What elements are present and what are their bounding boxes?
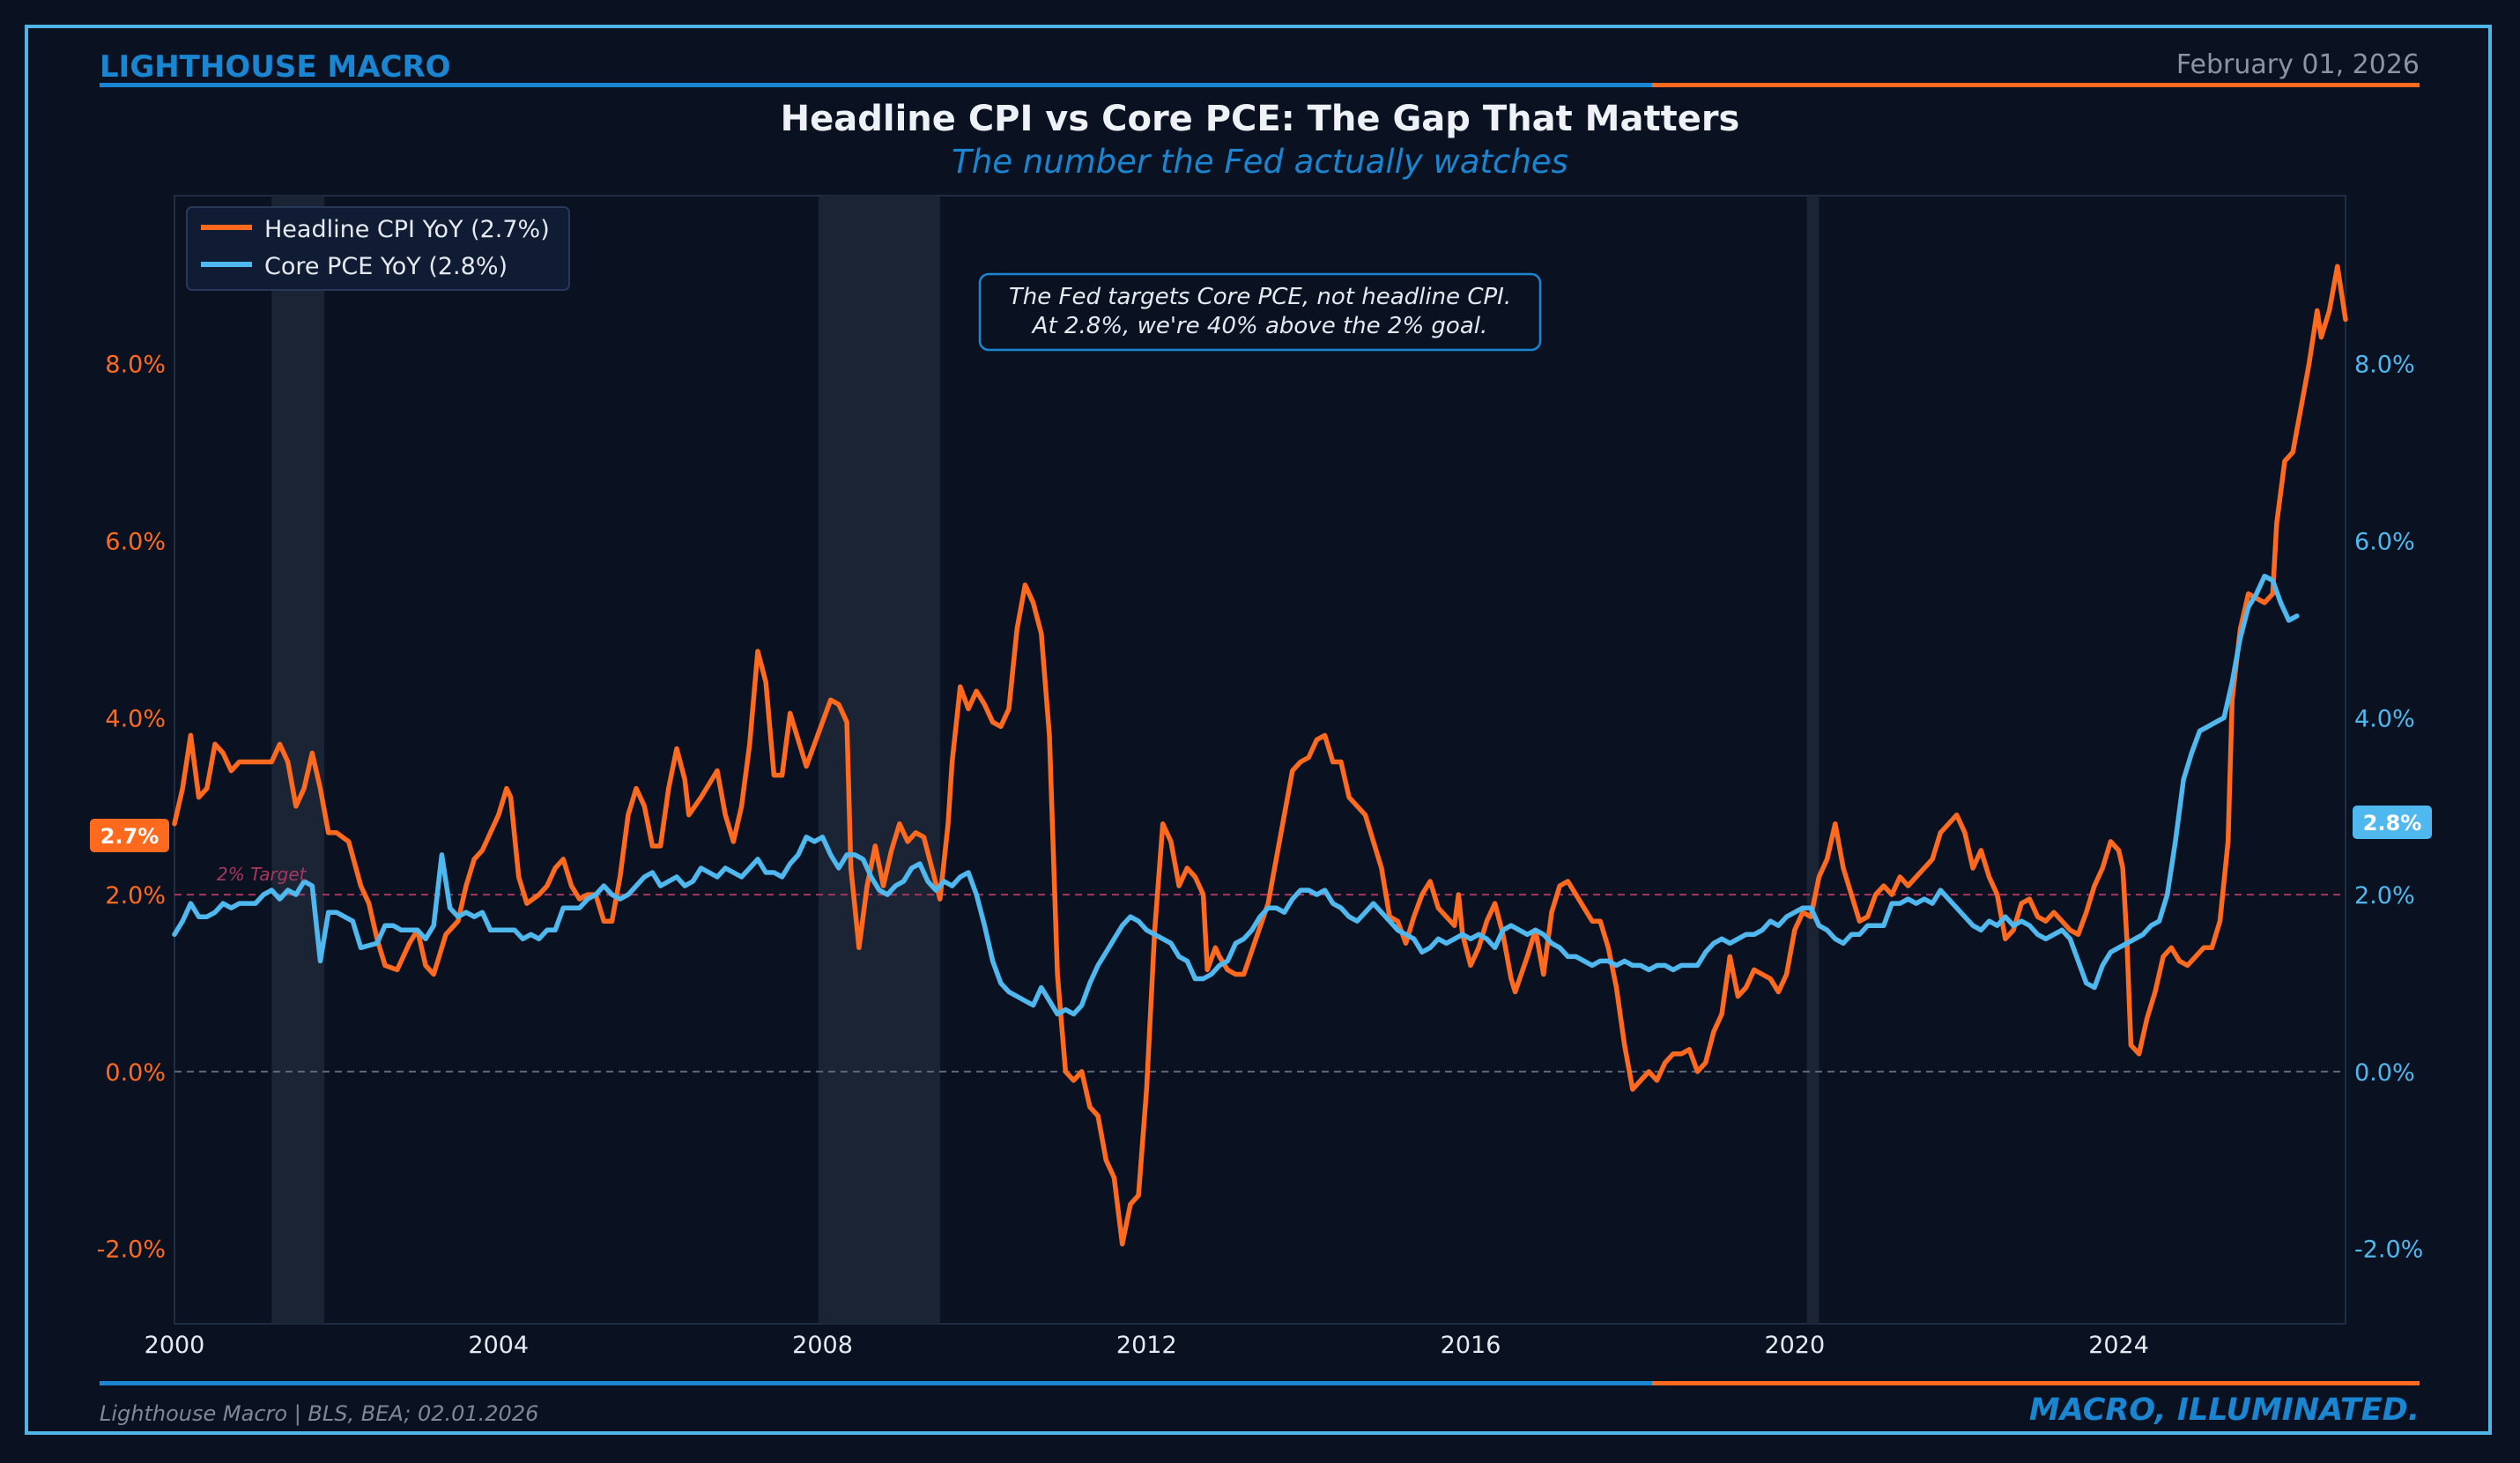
annotation-line-2: At 2.8%, we're 40% above the 2% goal. bbox=[1031, 313, 1488, 339]
annotation-callout: The Fed targets Core PCE, not headline C… bbox=[978, 272, 1542, 352]
axis-ticks: 2000 2004 2008 2012 2016 2020 2024 -2.0% -2.0% 0.… bbox=[97, 352, 2424, 1359]
x-tick-label-2016: 2016 bbox=[1441, 1332, 1501, 1359]
tagline: MACRO, ILLUMINATED. bbox=[2028, 1392, 2420, 1428]
series-line-cpi bbox=[172, 264, 2348, 1247]
y-right-tick-label: -2.0% bbox=[2354, 1236, 2423, 1264]
legend-label-pce: Core PCE YoY (2.8%) bbox=[264, 253, 508, 280]
end-label-cpi-box bbox=[90, 819, 169, 852]
end-label-cpi-text: 2.7% bbox=[100, 824, 159, 849]
plot-area bbox=[174, 195, 2346, 1325]
end-label-pce-box bbox=[2353, 806, 2432, 839]
x-tick-label-2004: 2004 bbox=[468, 1332, 529, 1359]
y-left-tick-label: -2.0% bbox=[97, 1236, 166, 1264]
series-line-pce bbox=[172, 573, 2300, 1017]
x-tick-label-2020: 2020 bbox=[1764, 1332, 1825, 1359]
y-left-tick-label: 0.0% bbox=[105, 1059, 166, 1087]
y-left-tick-label: 8.0% bbox=[105, 352, 166, 379]
legend-label-cpi: Headline CPI YoY (2.7%) bbox=[264, 216, 550, 243]
chart-title: Headline CPI vs Core PCE: The Gap That M… bbox=[780, 99, 1740, 139]
outer-frame bbox=[25, 25, 2492, 1435]
source-note: Lighthouse Macro | BLS, BEA; 02.01.2026 bbox=[100, 1401, 539, 1426]
x-tick-label-2008: 2008 bbox=[792, 1332, 853, 1359]
y-right-tick-label: 8.0% bbox=[2354, 352, 2415, 379]
end-label-pce-text: 2.8% bbox=[2363, 811, 2422, 835]
x-tick-label-2012: 2012 bbox=[1116, 1332, 1177, 1359]
legend-box bbox=[186, 206, 570, 291]
target-line-label: 2% Target bbox=[217, 864, 308, 885]
legend: Headline CPI YoY (2.7%) Core PCE YoY (2.… bbox=[186, 206, 570, 291]
x-tick-label-2024: 2024 bbox=[2088, 1332, 2149, 1359]
y-left-tick-label: 6.0% bbox=[105, 529, 166, 556]
footer-rule-blue bbox=[100, 1381, 1652, 1385]
chart-subtitle: The number the Fed actually watches bbox=[952, 143, 1568, 181]
y-right-tick-label: 0.0% bbox=[2354, 1059, 2415, 1087]
y-left-tick-label: 4.0% bbox=[105, 705, 166, 732]
brand-name: LIGHTHOUSE MACRO bbox=[100, 49, 451, 85]
y-right-tick-label: 6.0% bbox=[2354, 529, 2415, 556]
annotation-line-1: The Fed targets Core PCE, not headline C… bbox=[1009, 284, 1511, 310]
footer-rule-orange bbox=[1652, 1381, 2420, 1385]
end-label-cpi: 2.7% bbox=[90, 819, 169, 852]
recession-band-1 bbox=[818, 196, 940, 1324]
series-lines bbox=[172, 264, 2348, 1247]
recession-band-0 bbox=[271, 196, 325, 1324]
y-right-tick-label: 2.0% bbox=[2354, 882, 2415, 910]
header-rule-blue bbox=[100, 83, 1652, 87]
recession-band-2 bbox=[1806, 196, 1820, 1324]
y-left-tick-label: 2.0% bbox=[105, 882, 166, 910]
x-tick-label-2000: 2000 bbox=[145, 1332, 205, 1359]
y-right-tick-label: 4.0% bbox=[2354, 705, 2415, 732]
report-date: February 01, 2026 bbox=[2175, 49, 2420, 80]
end-label-pce: 2.8% bbox=[2353, 806, 2432, 839]
annotation-box bbox=[978, 272, 1542, 352]
header-rule-orange bbox=[1652, 83, 2420, 87]
